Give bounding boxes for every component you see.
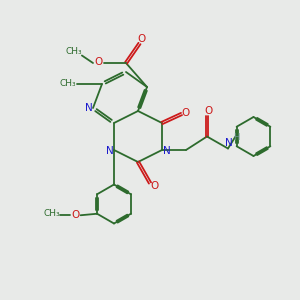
Text: O: O: [150, 181, 159, 191]
Text: N: N: [225, 137, 233, 148]
Text: H: H: [233, 133, 240, 142]
Text: CH₃: CH₃: [44, 209, 60, 218]
Text: O: O: [204, 106, 213, 116]
Text: N: N: [106, 146, 113, 157]
Text: O: O: [94, 57, 102, 68]
Text: O: O: [182, 107, 190, 118]
Text: N: N: [163, 146, 170, 157]
Text: CH₃: CH₃: [65, 47, 82, 56]
Text: N: N: [85, 103, 92, 113]
Text: O: O: [71, 210, 79, 220]
Text: O: O: [137, 34, 145, 44]
Text: CH₃: CH₃: [60, 79, 76, 88]
